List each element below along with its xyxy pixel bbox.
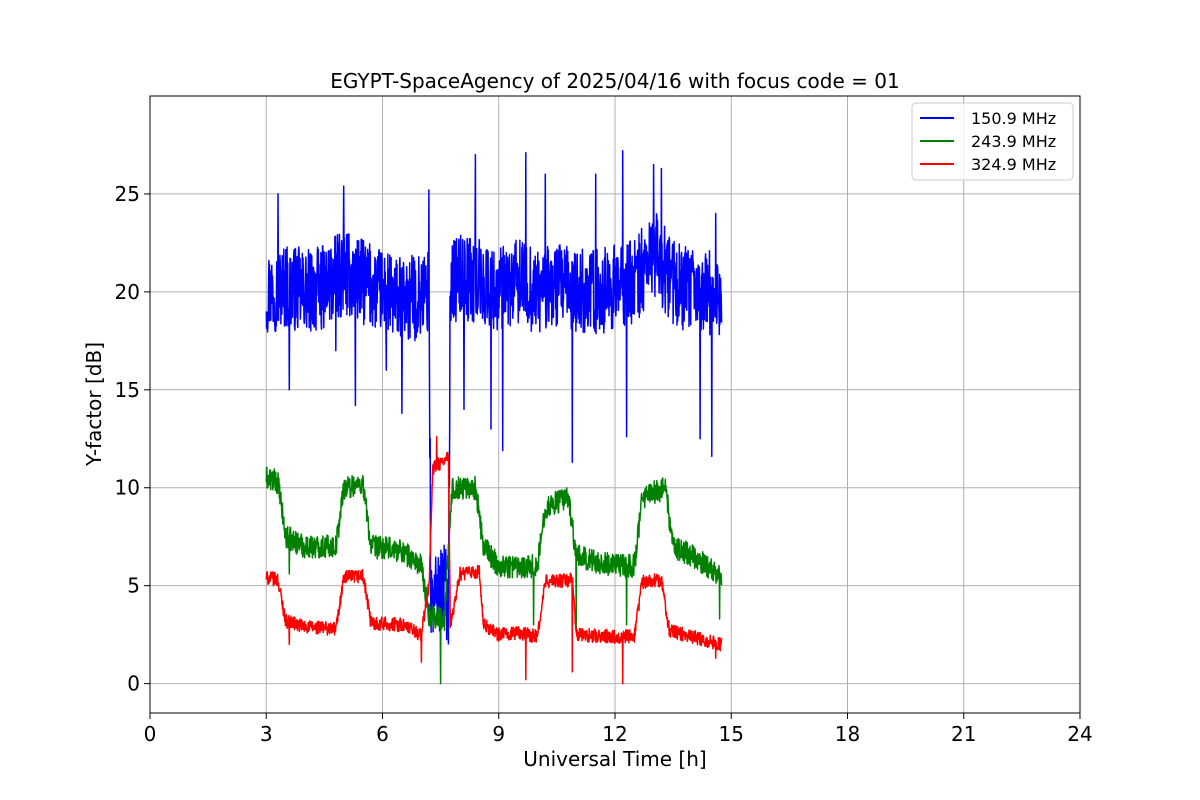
y-tick-label: 15	[115, 378, 140, 402]
y-axis-label: Y-factor [dB]	[82, 342, 106, 467]
y-tick-label: 10	[115, 476, 140, 500]
legend-entry: 243.9 MHz	[971, 132, 1056, 151]
series-line	[265, 150, 723, 645]
series-line	[265, 436, 723, 685]
x-tick-label: 9	[492, 722, 505, 746]
x-tick-label: 12	[602, 722, 627, 746]
y-tick-label: 20	[115, 280, 140, 304]
y-tick-label: 5	[127, 574, 140, 598]
x-tick-label: 3	[260, 722, 273, 746]
legend-box	[911, 102, 1074, 181]
x-tick-label: 21	[951, 722, 976, 746]
legend-entry: 150.9 MHz	[971, 109, 1056, 128]
y-tick-label: 25	[115, 182, 140, 206]
x-axis-label: Universal Time [h]	[523, 747, 706, 771]
series-line	[265, 466, 723, 685]
x-axis: 0 3 6 9 12 15 18 21 24	[144, 713, 1093, 746]
y-tick-label: 0	[127, 672, 140, 696]
plot-area	[265, 150, 723, 685]
y-axis: 0 5 10 15 20 25	[115, 182, 150, 696]
x-tick-label: 0	[144, 722, 157, 746]
chart-title: EGYPT-SpaceAgency of 2025/04/16 with foc…	[330, 69, 899, 93]
x-tick-label: 18	[835, 722, 860, 746]
x-tick-label: 24	[1067, 722, 1092, 746]
x-tick-label: 6	[376, 722, 389, 746]
legend-entry: 324.9 MHz	[971, 155, 1056, 174]
x-tick-label: 15	[719, 722, 744, 746]
legend: 150.9 MHz 243.9 MHz 324.9 MHz	[911, 102, 1074, 181]
